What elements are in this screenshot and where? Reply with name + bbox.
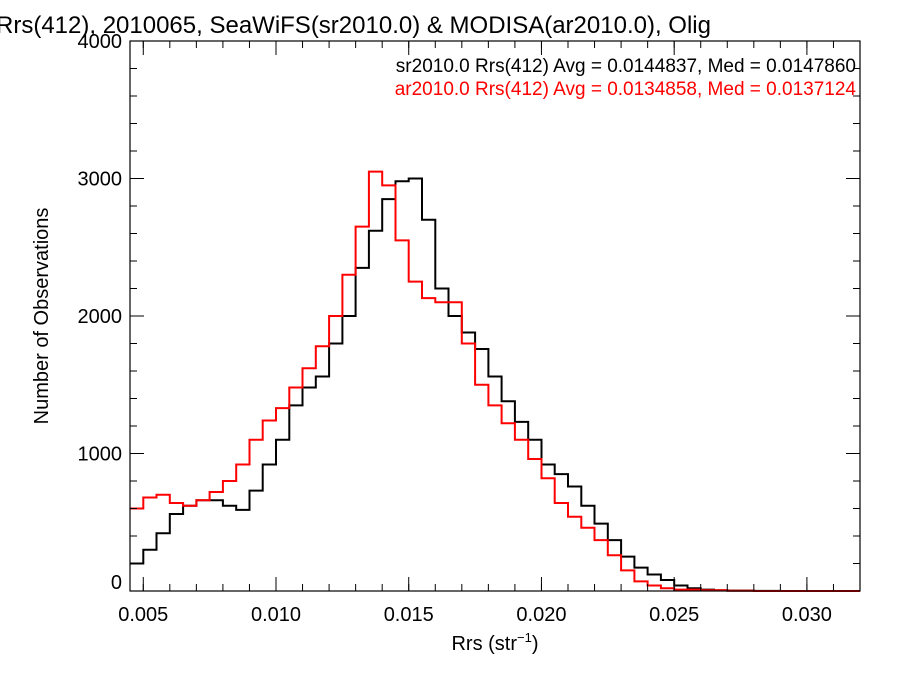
y-tick-label: 4000 bbox=[78, 31, 123, 53]
plot-frame bbox=[129, 40, 861, 592]
plot-area: 0.005 0.010 0.015 0.020 0.025 0.030 0 1000 2000 3… bbox=[78, 31, 861, 626]
y-tick-label: 1000 bbox=[78, 444, 123, 466]
y-tick-label: 2000 bbox=[78, 306, 123, 328]
x-tick-label: 0.005 bbox=[118, 604, 168, 626]
y-tick-label: 0 bbox=[111, 572, 122, 594]
x-tick-label: 0.025 bbox=[649, 604, 699, 626]
series-layer bbox=[130, 170, 860, 592]
legend-entry-sr2010: sr2010.0 Rrs(412) Avg = 0.0144837, Med =… bbox=[396, 56, 856, 77]
x-axis-label-main: Rrs (str bbox=[451, 633, 517, 655]
x-tick-label: 0.030 bbox=[782, 604, 832, 626]
chart-title: Rrs(412), 2010065, SeaWiFS(sr2010.0) & M… bbox=[0, 12, 711, 39]
x-axis-label: Rrs (str−1) bbox=[451, 630, 538, 655]
x-tick-label: 0.010 bbox=[251, 604, 301, 626]
x-tick-label: 0.015 bbox=[384, 604, 434, 626]
x-tick-label: 0.020 bbox=[516, 604, 566, 626]
ticks-layer: 0.005 0.010 0.015 0.020 0.025 0.030 0 1000 2000 3… bbox=[78, 31, 861, 626]
x-axis-label-superscript: −1 bbox=[517, 630, 532, 645]
x-axis-label-close: ) bbox=[532, 633, 539, 655]
series-ar2010-line bbox=[130, 170, 860, 592]
legend-entry-ar2010: ar2010.0 Rrs(412) Avg = 0.0134858, Med =… bbox=[395, 79, 857, 100]
y-axis-label: Number of Observations bbox=[31, 208, 53, 425]
y-tick-label: 3000 bbox=[78, 169, 123, 191]
series-sr2010-line bbox=[130, 177, 860, 592]
